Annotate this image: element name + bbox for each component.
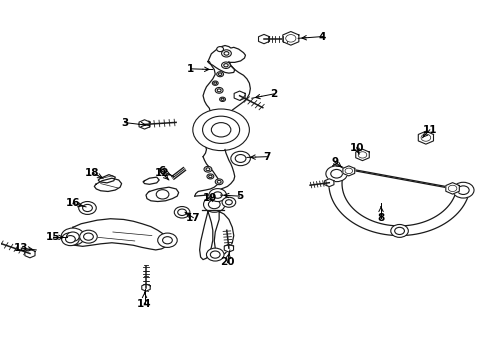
Text: 1: 1: [187, 64, 194, 74]
Circle shape: [203, 197, 224, 212]
Polygon shape: [417, 131, 432, 144]
Circle shape: [65, 235, 75, 243]
Circle shape: [177, 209, 186, 216]
Circle shape: [222, 197, 235, 207]
Polygon shape: [146, 187, 178, 202]
Text: 8: 8: [377, 213, 384, 222]
Circle shape: [203, 166, 211, 172]
Polygon shape: [342, 166, 354, 176]
Circle shape: [206, 174, 213, 179]
Text: 4: 4: [318, 32, 325, 41]
Circle shape: [224, 51, 228, 55]
Circle shape: [208, 175, 212, 178]
Circle shape: [225, 200, 232, 205]
Polygon shape: [207, 45, 245, 73]
Circle shape: [79, 202, 96, 215]
Polygon shape: [199, 212, 212, 260]
Circle shape: [174, 207, 189, 218]
Circle shape: [213, 82, 216, 84]
Circle shape: [221, 98, 224, 100]
Circle shape: [213, 192, 222, 198]
Circle shape: [285, 35, 295, 42]
Circle shape: [452, 182, 473, 198]
Circle shape: [218, 73, 222, 76]
Text: 5: 5: [236, 191, 243, 201]
Circle shape: [61, 233, 79, 246]
Circle shape: [156, 190, 168, 199]
Circle shape: [221, 50, 231, 57]
Polygon shape: [282, 32, 298, 45]
Text: 6: 6: [158, 166, 165, 176]
Polygon shape: [324, 179, 333, 186]
Circle shape: [325, 166, 346, 182]
Circle shape: [211, 123, 230, 137]
Polygon shape: [355, 149, 368, 161]
Circle shape: [394, 227, 404, 234]
Polygon shape: [234, 91, 244, 100]
Circle shape: [216, 72, 223, 77]
Circle shape: [66, 232, 79, 241]
Circle shape: [390, 225, 407, 237]
Circle shape: [330, 170, 342, 178]
Text: 18: 18: [85, 168, 100, 178]
Text: 20: 20: [220, 257, 234, 267]
Circle shape: [202, 116, 239, 143]
Text: 7: 7: [262, 152, 269, 162]
Text: 10: 10: [349, 143, 363, 153]
Polygon shape: [25, 249, 35, 258]
Polygon shape: [258, 35, 269, 44]
Circle shape: [420, 134, 430, 141]
Circle shape: [217, 180, 221, 183]
Circle shape: [219, 97, 225, 102]
Text: 14: 14: [137, 299, 152, 309]
Circle shape: [235, 154, 245, 162]
Polygon shape: [328, 166, 468, 235]
Circle shape: [205, 168, 209, 171]
Polygon shape: [68, 219, 168, 250]
Circle shape: [215, 179, 223, 185]
Text: 17: 17: [185, 213, 200, 222]
Circle shape: [216, 46, 223, 51]
Circle shape: [61, 228, 84, 245]
Polygon shape: [143, 177, 159, 184]
Text: 12: 12: [154, 168, 168, 178]
Circle shape: [192, 109, 249, 150]
Circle shape: [224, 64, 228, 67]
Circle shape: [82, 204, 92, 212]
Polygon shape: [94, 178, 122, 192]
Circle shape: [358, 152, 366, 158]
Circle shape: [162, 237, 172, 244]
Polygon shape: [445, 183, 458, 194]
Circle shape: [345, 168, 352, 174]
Text: 19: 19: [203, 193, 217, 203]
Circle shape: [447, 185, 456, 192]
Circle shape: [206, 248, 224, 261]
Circle shape: [215, 87, 223, 93]
Circle shape: [208, 189, 226, 202]
Polygon shape: [98, 175, 115, 183]
Text: 2: 2: [269, 89, 277, 99]
Text: 13: 13: [14, 243, 28, 253]
Circle shape: [83, 233, 93, 240]
Circle shape: [80, 230, 97, 243]
Polygon shape: [139, 120, 150, 129]
Circle shape: [210, 251, 220, 258]
Circle shape: [217, 89, 221, 92]
Circle shape: [208, 200, 220, 209]
Polygon shape: [214, 212, 233, 255]
Polygon shape: [224, 244, 233, 252]
Circle shape: [212, 81, 218, 85]
Text: 3: 3: [121, 118, 128, 128]
Circle shape: [230, 151, 250, 166]
Text: 9: 9: [330, 157, 338, 167]
Circle shape: [158, 233, 177, 247]
Text: 11: 11: [422, 125, 436, 135]
Text: 16: 16: [65, 198, 80, 208]
Text: 15: 15: [46, 232, 61, 242]
Circle shape: [456, 186, 468, 194]
Circle shape: [221, 62, 230, 68]
Polygon shape: [142, 284, 150, 291]
